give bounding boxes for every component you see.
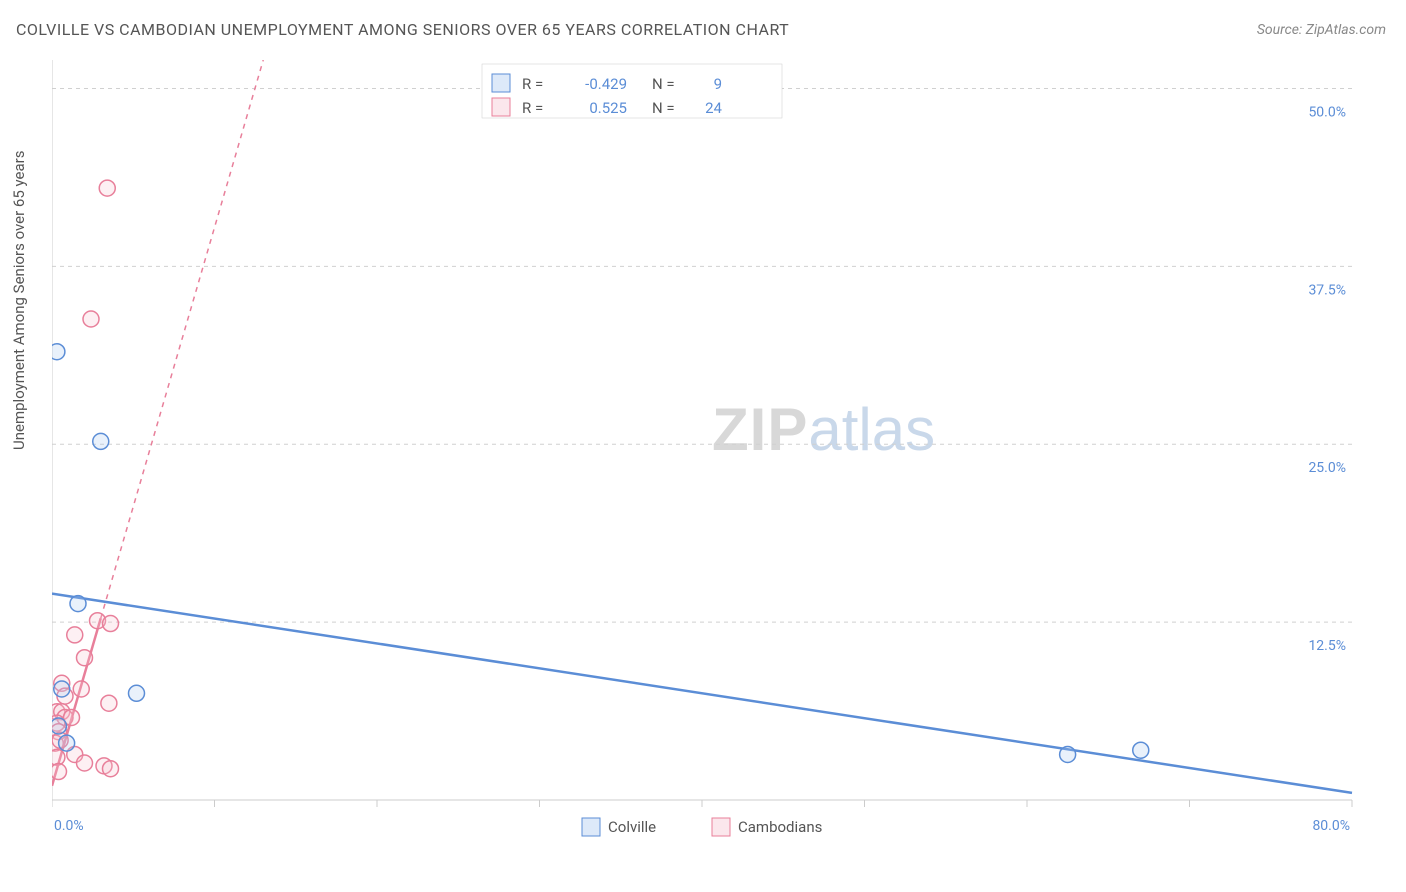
y-tick-label: 50.0% — [1308, 104, 1346, 120]
legend-swatch — [492, 74, 510, 92]
legend-r-value: 0.525 — [589, 99, 627, 117]
data-point — [101, 695, 117, 711]
data-point — [93, 433, 109, 449]
data-point — [1060, 746, 1076, 762]
source-label: Source: ZipAtlas.com — [1257, 22, 1386, 38]
legend-r-label: R = — [522, 99, 543, 117]
data-point — [73, 681, 89, 697]
data-point — [1133, 742, 1149, 758]
data-point — [83, 311, 99, 327]
data-point — [67, 627, 83, 643]
legend-n-value: 24 — [705, 99, 722, 117]
y-tick-label: 37.5% — [1308, 282, 1346, 298]
trend-line-cambodians-dashed — [101, 60, 264, 618]
legend-n-value: 9 — [714, 75, 722, 93]
chart-svg: ZIPatlas 12.5% 25.0% 37.5% 50.0% 0.0% 80.0% R =… — [52, 60, 1368, 870]
data-point — [52, 344, 65, 360]
legend-r-label: R = — [522, 75, 543, 93]
bottom-legend-label: Cambodians — [738, 818, 822, 836]
data-point — [70, 596, 86, 612]
watermark: ZIPatlas — [712, 396, 935, 463]
data-point — [103, 761, 119, 777]
legend-n-label: N = — [652, 75, 675, 93]
plot-area: ZIPatlas12.5%25.0%37.5%50.0%0.0%80.0%R =… — [52, 60, 1368, 820]
data-point — [52, 764, 67, 780]
legend-swatch — [492, 98, 510, 116]
x-tick-label: 80.0% — [1312, 818, 1350, 834]
data-point — [77, 650, 93, 666]
chart-container: COLVILLE VS CAMBODIAN UNEMPLOYMENT AMONG… — [0, 0, 1406, 892]
legend-r-value: -0.429 — [585, 75, 627, 93]
bottom-legend-label: Colville — [608, 818, 656, 836]
data-point — [52, 718, 67, 734]
y-tick-label: 25.0% — [1308, 460, 1346, 476]
data-point — [54, 681, 70, 697]
chart-title: COLVILLE VS CAMBODIAN UNEMPLOYMENT AMONG… — [16, 20, 789, 39]
trend-line-colville — [52, 594, 1352, 793]
bottom-legend-swatch — [582, 818, 600, 836]
bottom-legend-swatch — [712, 818, 730, 836]
x-tick-label: 0.0% — [54, 818, 84, 834]
data-point — [77, 755, 93, 771]
legend-n-label: N = — [652, 99, 675, 117]
data-point — [103, 616, 119, 632]
data-point — [129, 685, 145, 701]
data-point — [99, 180, 115, 196]
data-point — [59, 735, 75, 751]
y-axis-label: Unemployment Among Seniors over 65 years — [10, 151, 28, 450]
y-tick-label: 12.5% — [1308, 638, 1346, 654]
